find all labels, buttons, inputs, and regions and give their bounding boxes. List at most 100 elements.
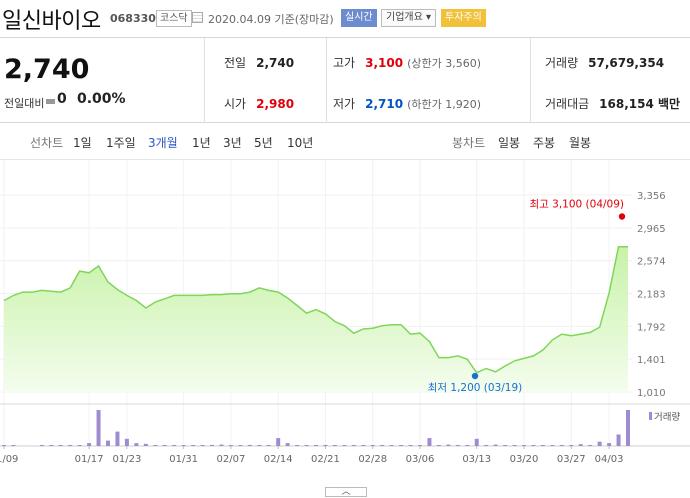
x-tick-label: 02/07 (216, 454, 245, 465)
y-tick-label: 1,010 (637, 388, 666, 399)
volume-bar (39, 445, 44, 446)
amount-value: 168,154 백만 (599, 97, 681, 111)
realtime-button[interactable]: 실시간 (341, 9, 377, 27)
tab-3m[interactable]: 3개월 (148, 136, 178, 150)
volume-bar (616, 434, 621, 446)
volume-bar (389, 445, 394, 446)
tab-1d[interactable]: 1일 (73, 136, 92, 150)
volume-bar (87, 443, 92, 446)
quote-date: 2020.04.09 기준(장마감) (208, 13, 334, 26)
tab-weekly[interactable]: 주봉 (533, 136, 556, 150)
volume-bar (143, 443, 148, 446)
volume-bar (342, 445, 347, 446)
price-chart[interactable]: 3,356 2,965 2,574 2,183 1,792 1,401 1,010 최고 3,… (0, 160, 690, 498)
volume-bar (134, 443, 139, 446)
volume-bar (228, 445, 233, 446)
open-label: 시가 (224, 97, 247, 111)
x-tick-label: 03/13 (462, 454, 491, 465)
volume-bar (115, 431, 120, 446)
volume-bar (266, 445, 271, 446)
volume-bar (276, 438, 281, 446)
change-label: 전일대비 (4, 97, 45, 110)
volume-bar (323, 444, 328, 446)
candle-chart-label: 봉차트 (452, 136, 486, 150)
volume-bar (361, 445, 366, 446)
volume-bar (626, 410, 630, 446)
tab-1y[interactable]: 1년 (192, 136, 211, 150)
volume-bar (512, 445, 517, 446)
high-marker (618, 213, 626, 220)
volume-bar (11, 445, 16, 446)
volume-bar (332, 445, 337, 446)
divider (204, 38, 205, 123)
x-tick-label: 03/27 (557, 454, 586, 465)
volume-bar (304, 445, 309, 446)
trade-amount: 거래대금 168,154 백만 (545, 95, 680, 112)
y-tick-label: 2,574 (637, 257, 666, 268)
volume-bar (219, 444, 224, 446)
volume-bar (68, 445, 73, 446)
volume-bar (597, 441, 602, 446)
tab-daily[interactable]: 일봉 (498, 136, 521, 150)
x-tick-label: 01/23 (112, 454, 141, 465)
volume-bar (172, 445, 177, 446)
collapse-button[interactable]: ︿ (325, 487, 367, 497)
market-badge: 코스닥 (156, 10, 192, 27)
volume-bar (531, 445, 536, 446)
volume-bar (408, 445, 413, 446)
amount-label: 거래대금 (545, 97, 590, 111)
volume-bar (351, 445, 356, 446)
x-tick-label: 01/31 (169, 454, 198, 465)
stock-name: 일신바이오 (2, 9, 101, 34)
volume-bar (446, 444, 451, 446)
tab-3y[interactable]: 3년 (223, 136, 242, 150)
unchanged-icon (46, 99, 55, 104)
x-tick-label: 02/21 (311, 454, 340, 465)
volume-bar (540, 445, 545, 446)
high-label: 고가 (333, 56, 356, 70)
tab-1w[interactable]: 1주일 (106, 136, 136, 150)
volume-bar (106, 440, 110, 446)
volume-bar (247, 444, 252, 446)
y-tick-label: 3,356 (637, 191, 666, 202)
volume-bar (503, 445, 508, 446)
volume-bar (578, 444, 583, 446)
volume-bar (153, 445, 158, 446)
volume-bar (257, 445, 262, 446)
x-tick-label: 01/09 (0, 454, 18, 465)
volume-bar (314, 445, 318, 446)
tab-5y[interactable]: 5년 (254, 136, 273, 150)
prev-close: 전일 2,740 (224, 54, 294, 71)
volume-bar (181, 445, 186, 446)
prev-close-label: 전일 (224, 56, 247, 70)
lower-limit: (하한가 1,920) (407, 98, 481, 111)
y-tick-label: 2,965 (637, 224, 666, 235)
divider (326, 38, 327, 123)
volume-bar (399, 445, 404, 446)
open-price: 시가 2,980 (224, 95, 294, 112)
tab-10y[interactable]: 10년 (287, 136, 314, 150)
volume-bar (58, 445, 63, 446)
change-percent: 0.00% (77, 91, 126, 107)
volume-legend-swatch (649, 412, 652, 420)
high-price: 고가 3,100 (상한가 3,560) (333, 54, 481, 71)
volume-bar (607, 443, 612, 446)
volume: 거래량 57,679,354 (545, 54, 664, 71)
volume-value: 57,679,354 (588, 56, 665, 70)
calendar-icon (192, 12, 203, 23)
tab-monthly[interactable]: 월봉 (569, 136, 592, 150)
stock-code: 068330 (110, 12, 156, 25)
y-tick-label: 1,401 (637, 355, 666, 366)
volume-bar (474, 438, 479, 446)
volume-bar (427, 438, 432, 446)
low-marker (471, 372, 479, 380)
volume-bar (436, 445, 441, 446)
volume-bar (522, 445, 526, 446)
volume-bar (418, 445, 422, 446)
volume-label: 거래량 (545, 56, 579, 70)
low-price: 저가 2,710 (하한가 1,920) (333, 95, 481, 112)
change-value: 0 (57, 91, 67, 107)
volume-bar (2, 445, 6, 446)
company-overview-dropdown[interactable]: 기업개요 ▾ (381, 9, 436, 27)
price-line (3, 245, 628, 374)
